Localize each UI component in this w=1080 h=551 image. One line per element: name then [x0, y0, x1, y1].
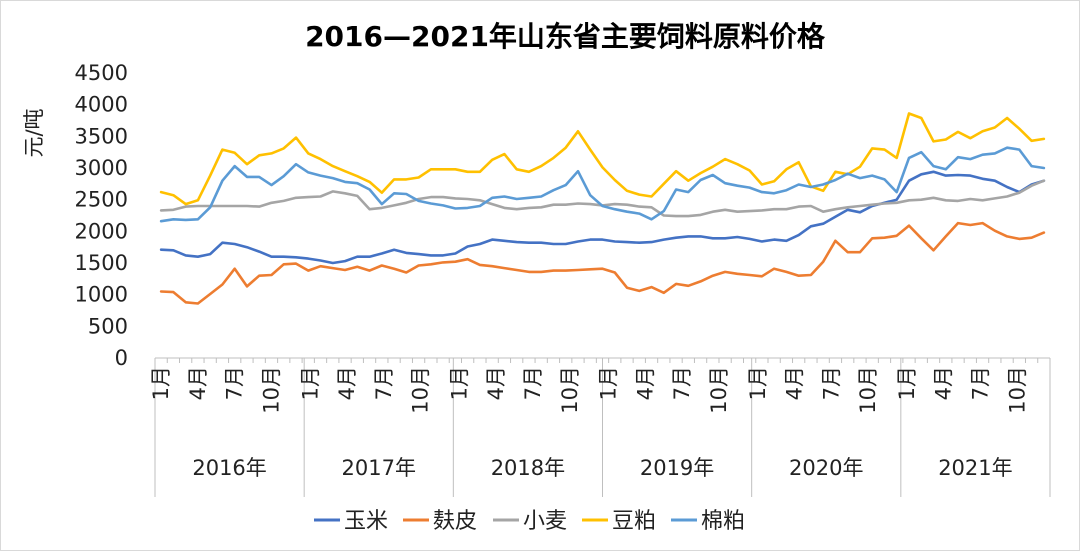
- month-tick-label: 10月: [558, 366, 582, 414]
- month-tick-label: 4月: [932, 366, 956, 400]
- legend-label: 棉粕: [701, 509, 745, 534]
- month-tick-label: 4月: [633, 366, 657, 400]
- month-tick-label: 7月: [819, 366, 843, 400]
- year-label: 2017年: [342, 456, 416, 480]
- month-tick-label: 1月: [746, 366, 770, 400]
- month-tick-label: 10月: [707, 366, 731, 414]
- y-tick-label: 4000: [75, 93, 128, 117]
- month-tick-label: 1月: [149, 366, 173, 400]
- month-tick-label: 7月: [670, 366, 694, 400]
- year-label: 2019年: [640, 456, 714, 480]
- series-line-1: [159, 221, 1046, 305]
- month-tick-label: 10月: [259, 366, 283, 414]
- legend-label: 小麦: [523, 509, 567, 534]
- legend-label: 麸皮: [433, 509, 477, 534]
- month-tick-label: 7月: [372, 366, 396, 400]
- month-tick-label: 1月: [447, 366, 471, 400]
- y-tick-label: 1000: [75, 283, 128, 307]
- y-tick-label: 0: [115, 346, 128, 370]
- plot-area: 0 500 1000 1500 2000 2500 3000 3500 4000 4500 1月 4月…: [75, 61, 1051, 497]
- month-tick-label: 10月: [1005, 366, 1029, 414]
- month-tick-label: 4月: [335, 366, 359, 400]
- legend: 玉米 麸皮 小麦 豆粕 棉粕: [314, 509, 745, 534]
- legend-label: 玉米: [344, 509, 388, 534]
- year-label: 2021年: [938, 456, 1012, 480]
- month-tick-label: 10月: [409, 366, 433, 414]
- legend-label: 豆粕: [612, 509, 656, 534]
- year-label: 2018年: [491, 456, 565, 480]
- series-line-4: [159, 146, 1046, 223]
- y-tick-label: 2000: [75, 219, 128, 243]
- y-tick-label: 2500: [75, 188, 128, 212]
- y-tick-label: 500: [88, 314, 128, 338]
- series-line-0: [159, 170, 1046, 265]
- month-tick-label: 4月: [484, 366, 508, 400]
- month-tick-label: 1月: [597, 366, 621, 400]
- y-axis-label: 元/吨: [22, 108, 46, 157]
- series-line-3: [159, 112, 1046, 206]
- month-tick-label: 1月: [895, 366, 919, 400]
- month-tick-label: 1月: [298, 366, 322, 400]
- y-tick-label: 4500: [75, 61, 128, 85]
- year-label: 2016年: [192, 456, 266, 480]
- month-tick-label: 4月: [783, 366, 807, 400]
- series-line-2: [159, 179, 1046, 218]
- y-tick-label: 3000: [75, 156, 128, 180]
- month-tick-label: 7月: [521, 366, 545, 400]
- chart-title: 2016—2021年山东省主要饲料原料价格: [305, 20, 826, 53]
- month-tick-label: 7月: [223, 366, 247, 400]
- month-tick-label: 7月: [969, 366, 993, 400]
- y-tick-label: 3500: [75, 124, 128, 148]
- month-tick-label: 4月: [186, 366, 210, 400]
- year-label: 2020年: [789, 456, 863, 480]
- month-tick-label: 10月: [856, 366, 880, 414]
- y-tick-label: 1500: [75, 251, 128, 275]
